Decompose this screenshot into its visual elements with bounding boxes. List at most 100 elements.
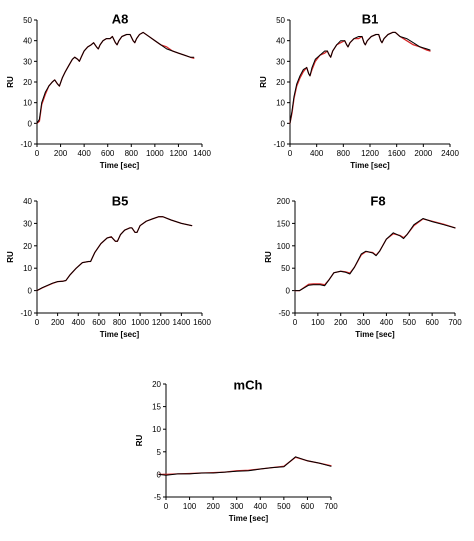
measured-curve	[36, 216, 193, 292]
chart-title: B1	[362, 12, 379, 27]
y-tick-label: 0	[28, 287, 33, 296]
y-tick-label: 5	[157, 448, 162, 457]
x-tick-label: 0	[35, 318, 40, 327]
y-tick-label: 200	[277, 197, 291, 206]
measured-curve	[289, 31, 431, 124]
x-tick-label: 700	[448, 318, 462, 327]
y-tick-label: 50	[276, 16, 285, 25]
chart-title: mCh	[234, 378, 263, 393]
fit-curve	[36, 31, 195, 124]
y-axis-label: RU	[6, 251, 15, 263]
y-tick-label: 20	[276, 78, 285, 87]
y-tick-label: 0	[28, 119, 33, 128]
x-tick-label: 1400	[172, 318, 190, 327]
y-axis-label: RU	[6, 76, 15, 88]
x-tick-label: 200	[54, 149, 68, 158]
measured-curve	[158, 456, 332, 476]
x-tick-label: 300	[230, 502, 244, 511]
x-tick-label: 200	[206, 502, 220, 511]
y-tick-label: 30	[276, 57, 285, 66]
y-axis-label: RU	[259, 76, 268, 88]
x-tick-label: 600	[92, 318, 106, 327]
y-tick-label: -10	[20, 309, 32, 318]
y-tick-label: 20	[23, 242, 32, 251]
y-tick-label: -10	[20, 140, 32, 149]
y-tick-label: 10	[152, 425, 161, 434]
x-tick-label: 1200	[152, 318, 170, 327]
y-tick-label: -10	[273, 140, 285, 149]
x-tick-label: 0	[288, 149, 293, 158]
y-tick-label: 20	[23, 78, 32, 87]
x-tick-label: 600	[101, 149, 115, 158]
x-tick-label: 200	[334, 318, 348, 327]
y-tick-label: 15	[152, 403, 161, 412]
x-tick-label: 800	[125, 149, 139, 158]
y-tick-label: 150	[277, 219, 291, 228]
x-tick-label: 200	[51, 318, 65, 327]
y-tick-label: -50	[278, 309, 290, 318]
y-tick-label: 50	[281, 264, 290, 273]
y-tick-label: 10	[23, 99, 32, 108]
fit-curve	[36, 216, 193, 292]
x-tick-label: 1600	[388, 149, 406, 158]
x-axis-label: Time [sec]	[350, 161, 390, 170]
x-tick-label: 0	[164, 502, 169, 511]
x-axis-label: Time [sec]	[355, 330, 395, 339]
y-tick-label: 40	[23, 197, 32, 206]
y-tick-label: 40	[276, 37, 285, 46]
y-tick-label: 0	[281, 119, 286, 128]
x-tick-label: 2000	[414, 149, 432, 158]
x-axis-label: Time [sec]	[100, 161, 140, 170]
x-tick-label: 500	[403, 318, 417, 327]
x-tick-label: 1000	[131, 318, 149, 327]
y-tick-label: -5	[154, 493, 162, 502]
x-tick-label: 1600	[193, 318, 211, 327]
y-tick-label: 10	[23, 264, 32, 273]
fit-curve	[289, 31, 431, 124]
chart-title: B5	[112, 194, 129, 209]
x-tick-label: 100	[183, 502, 197, 511]
x-tick-label: 700	[324, 502, 338, 511]
measured-curve	[294, 218, 456, 292]
x-tick-label: 2400	[441, 149, 459, 158]
y-tick-label: 50	[23, 16, 32, 25]
x-axis-label: Time [sec]	[229, 514, 269, 523]
x-tick-label: 400	[72, 318, 86, 327]
y-axis-label: RU	[135, 435, 144, 447]
y-tick-label: 20	[152, 380, 161, 389]
x-axis-label: Time [sec]	[100, 330, 140, 339]
x-tick-label: 1200	[170, 149, 188, 158]
x-tick-label: 0	[293, 318, 298, 327]
y-tick-label: 100	[277, 242, 291, 251]
x-tick-label: 1400	[193, 149, 211, 158]
y-tick-label: 30	[23, 219, 32, 228]
measured-curve	[36, 31, 195, 124]
x-tick-label: 100	[311, 318, 325, 327]
x-tick-label: 400	[310, 149, 324, 158]
x-tick-label: 600	[425, 318, 439, 327]
y-tick-label: 0	[286, 287, 291, 296]
x-tick-label: 300	[357, 318, 371, 327]
x-tick-label: 1000	[146, 149, 164, 158]
x-tick-label: 1200	[361, 149, 379, 158]
x-tick-label: 500	[277, 502, 291, 511]
chart-title: A8	[112, 12, 129, 27]
y-tick-label: 10	[276, 99, 285, 108]
x-tick-label: 800	[113, 318, 127, 327]
x-tick-label: 600	[301, 502, 315, 511]
y-tick-label: 40	[23, 37, 32, 46]
x-tick-label: 800	[337, 149, 351, 158]
x-tick-label: 400	[77, 149, 91, 158]
x-tick-label: 400	[254, 502, 268, 511]
chart-title: F8	[370, 194, 385, 209]
x-tick-label: 0	[35, 149, 40, 158]
y-axis-label: RU	[264, 251, 273, 263]
x-tick-label: 400	[380, 318, 394, 327]
y-tick-label: 30	[23, 57, 32, 66]
